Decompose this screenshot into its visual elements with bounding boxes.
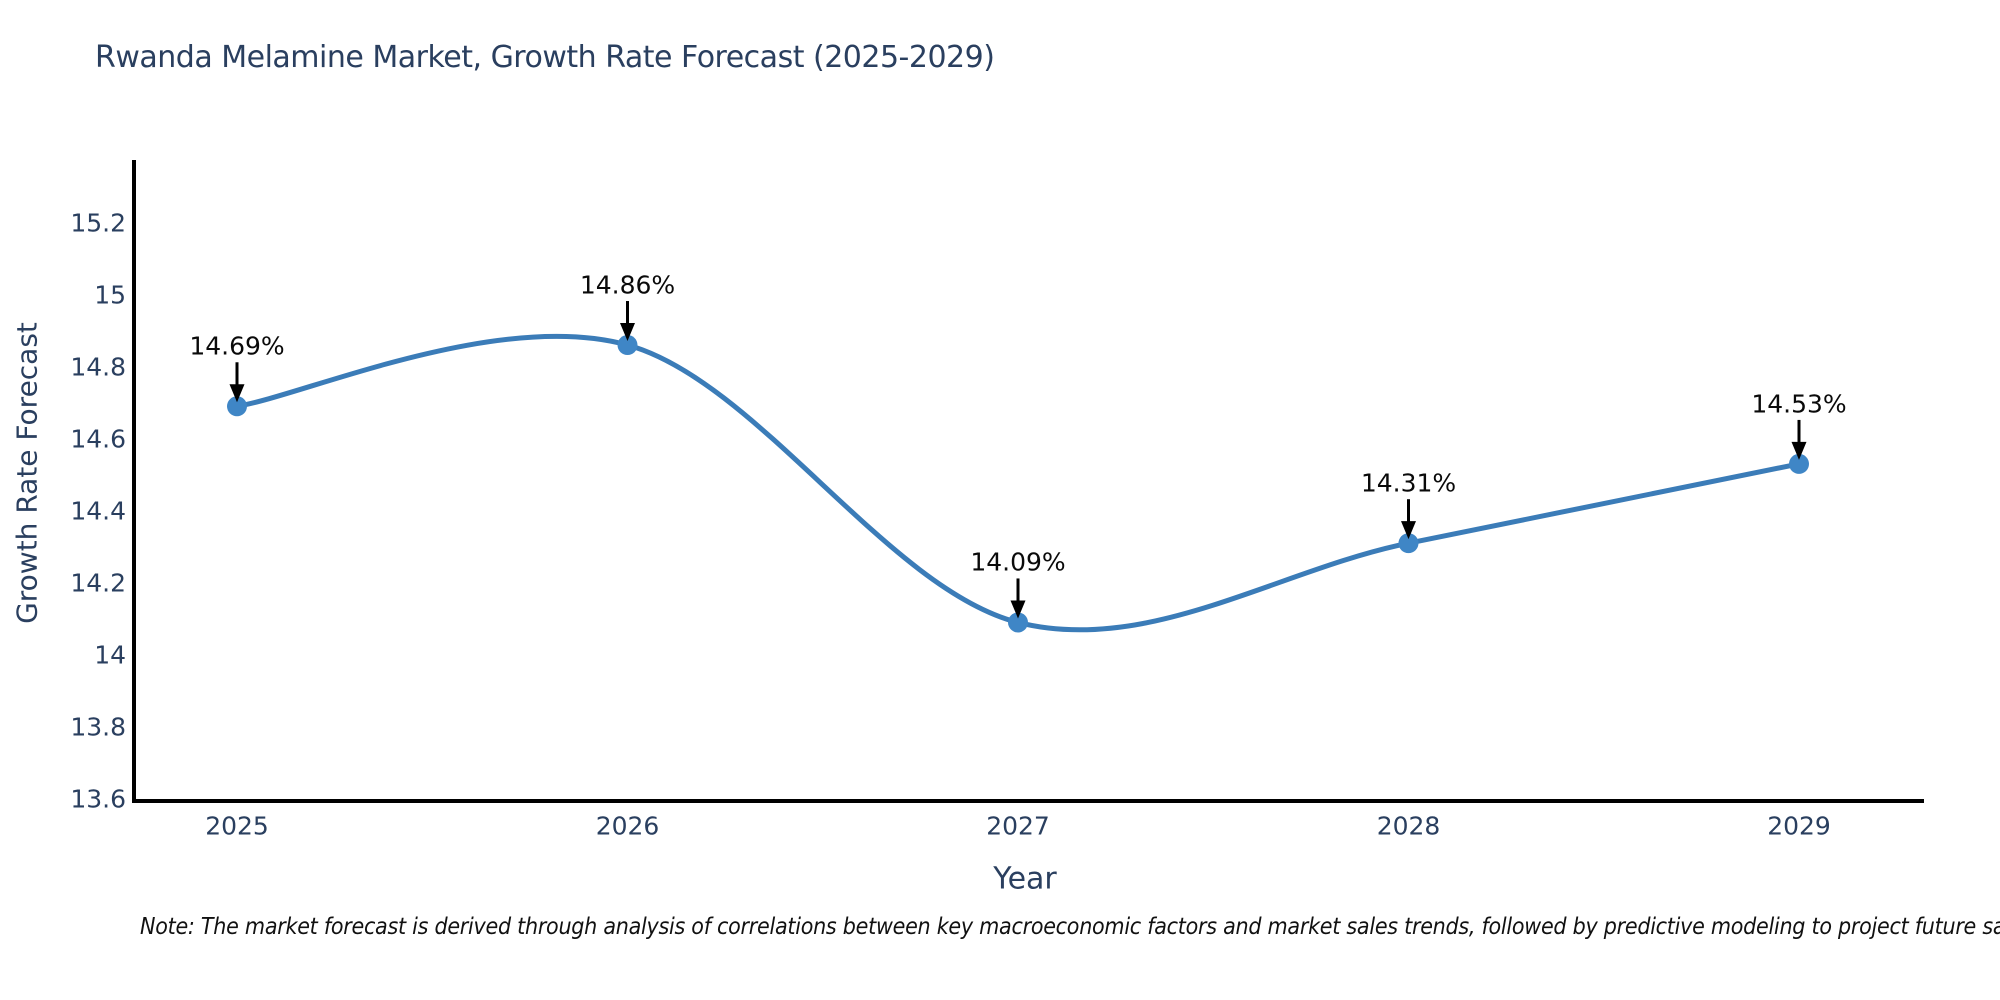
y-tick-label: 14.4 <box>70 496 126 526</box>
footnote: Note: The market forecast is derived thr… <box>140 914 2000 940</box>
point-value-label: 14.69% <box>189 331 285 361</box>
x-tick-label: 2028 <box>1376 811 1441 841</box>
y-tick-label: 15.2 <box>70 208 126 238</box>
annotation-arrow-head <box>229 384 245 403</box>
point-value-label: 14.31% <box>1360 468 1457 498</box>
data-point-marker <box>617 335 638 356</box>
data-point-marker <box>1398 533 1419 554</box>
data-point-marker <box>227 396 247 417</box>
x-tick-label: 2027 <box>986 811 1050 841</box>
y-tick-label: 14.6 <box>70 424 126 454</box>
point-value-label: 14.09% <box>970 547 1066 577</box>
x-tick-label: 2025 <box>205 811 269 841</box>
y-tick-label: 14.8 <box>70 352 126 382</box>
point-value-label: 14.53% <box>1751 389 1847 419</box>
point-value-label: 14.86% <box>579 270 676 300</box>
y-tick-label: 15 <box>94 280 126 310</box>
annotation-arrow-head <box>620 323 635 342</box>
annotation-arrow-head <box>1401 521 1416 540</box>
annotation-arrow-head <box>1010 600 1026 619</box>
y-tick-label: 13.6 <box>70 784 126 814</box>
y-axis-title: Growth Rate Forecast <box>10 322 44 624</box>
x-tick-label: 2026 <box>595 811 660 841</box>
chart-title: Rwanda Melamine Market, Growth Rate Fore… <box>95 40 995 75</box>
data-point-marker <box>1789 453 1809 474</box>
data-point-marker <box>1008 612 1028 633</box>
x-axis-title: Year <box>993 861 1057 897</box>
x-tick-label: 2029 <box>1767 811 1831 841</box>
y-tick-label: 14 <box>94 640 126 670</box>
y-tick-label: 13.8 <box>70 712 126 742</box>
y-tick-label: 14.2 <box>70 568 126 598</box>
annotation-arrow-head <box>1791 441 1807 460</box>
